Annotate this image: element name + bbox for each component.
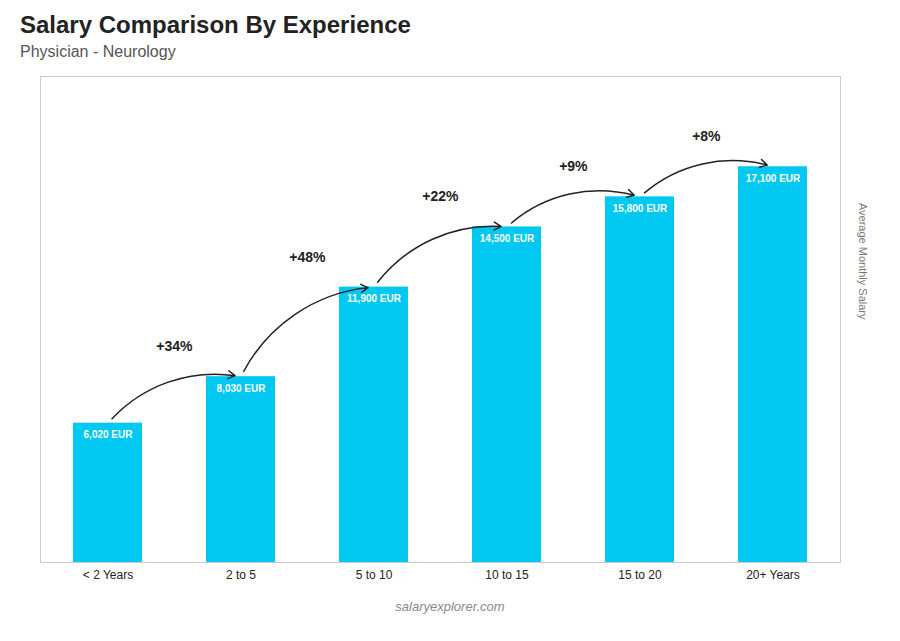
svg-text:17,100 EUR: 17,100 EUR	[746, 173, 801, 184]
svg-text:10 to 15: 10 to 15	[485, 568, 529, 582]
svg-text:15,800 EUR: 15,800 EUR	[613, 203, 668, 214]
svg-text:11,900 EUR: 11,900 EUR	[347, 293, 402, 304]
html-text:Salary Comparison By Experienc: Salary Comparison By Experience	[20, 11, 411, 38]
html-text:Physician - Neurology: Physician - Neurology	[20, 43, 176, 60]
svg-text:+8%: +8%	[692, 128, 721, 144]
svg-text:+34%: +34%	[156, 338, 193, 354]
svg-text:20+ Years: 20+ Years	[746, 568, 800, 582]
svg-text:+48%: +48%	[289, 249, 326, 265]
svg-text:15 to 20: 15 to 20	[618, 568, 662, 582]
svg-text:+9%: +9%	[559, 158, 588, 174]
svg-text:5 to 10: 5 to 10	[356, 568, 393, 582]
svg-text:14,500 EUR: 14,500 EUR	[480, 233, 535, 244]
html-text:salaryexplorer.com: salaryexplorer.com	[395, 599, 505, 614]
svg-text:< 2 Years: < 2 Years	[83, 568, 133, 582]
svg-text:Average Monthly Salary: Average Monthly Salary	[857, 203, 869, 320]
svg-text:8,030 EUR: 8,030 EUR	[217, 383, 267, 394]
svg-text:+22%: +22%	[422, 188, 459, 204]
svg-text:6,020 EUR: 6,020 EUR	[84, 429, 134, 440]
svg-text:2 to 5: 2 to 5	[226, 568, 256, 582]
